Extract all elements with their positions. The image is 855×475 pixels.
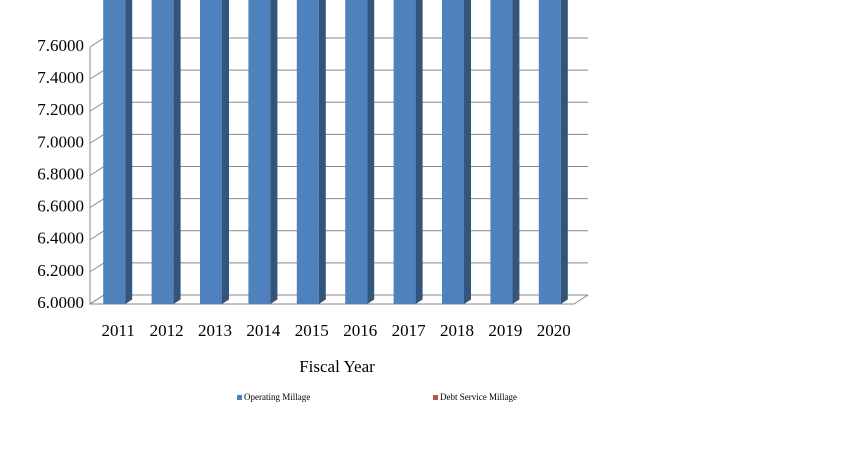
x-tick-label: 2013 <box>198 321 232 340</box>
bar-segment <box>151 0 181 304</box>
bar-side <box>222 0 229 304</box>
bar-front <box>296 0 319 304</box>
x-tick-label: 2020 <box>537 321 571 340</box>
legend-label: Operating Millage <box>244 392 310 402</box>
x-tick-label: 2015 <box>295 321 329 340</box>
y-tick-label: 7.4000 <box>37 68 84 87</box>
bar-side <box>560 0 568 304</box>
x-tick-label: 2011 <box>102 321 135 340</box>
legend-label: Debt Service Millage <box>440 392 517 402</box>
y-tick-label: 6.0000 <box>37 293 84 312</box>
bar-front <box>538 0 561 304</box>
bar-side <box>173 0 181 304</box>
bar-front <box>393 0 416 304</box>
y-tick-label: 7.0000 <box>37 132 84 151</box>
y-tick-label: 6.6000 <box>37 197 84 216</box>
bar-side <box>464 0 471 304</box>
y-tick-label: 6.8000 <box>37 164 84 183</box>
x-tick-label: 2017 <box>392 321 427 340</box>
bar-segment <box>393 0 423 304</box>
bar-segment <box>296 0 326 304</box>
bar-side <box>318 0 326 304</box>
bar-segment <box>103 0 133 304</box>
bar-front <box>490 0 513 304</box>
x-tick-label: 2019 <box>488 321 522 340</box>
bar-segment <box>345 0 375 304</box>
y-tick-label: 7.6000 <box>37 36 84 55</box>
y-tick-label: 6.2000 <box>37 261 84 280</box>
x-tick-label: 2012 <box>150 321 184 340</box>
bar-side <box>367 0 375 304</box>
y-tick-label: 6.4000 <box>37 229 84 248</box>
legend-swatch <box>433 395 438 400</box>
x-tick-label: 2014 <box>246 321 281 340</box>
bar-front <box>103 0 126 304</box>
bar-side <box>512 0 520 304</box>
x-axis-title: Fiscal Year <box>299 357 375 376</box>
bar-segment <box>442 0 471 304</box>
bar-front <box>345 0 368 304</box>
bar-front <box>200 0 222 304</box>
x-tick-label: 2018 <box>440 321 474 340</box>
y-tick-label: 7.2000 <box>37 100 84 119</box>
bar-side <box>415 0 423 304</box>
bar-segment <box>248 0 278 304</box>
bar-side <box>270 0 278 304</box>
bar-segment <box>490 0 520 304</box>
legend-swatch <box>237 395 242 400</box>
bar-front <box>442 0 464 304</box>
bar-front <box>151 0 174 304</box>
x-tick-label: 2016 <box>343 321 377 340</box>
bar-front <box>248 0 271 304</box>
bar-segment <box>200 0 229 304</box>
bar-side <box>125 0 133 304</box>
bar-segment <box>538 0 568 304</box>
